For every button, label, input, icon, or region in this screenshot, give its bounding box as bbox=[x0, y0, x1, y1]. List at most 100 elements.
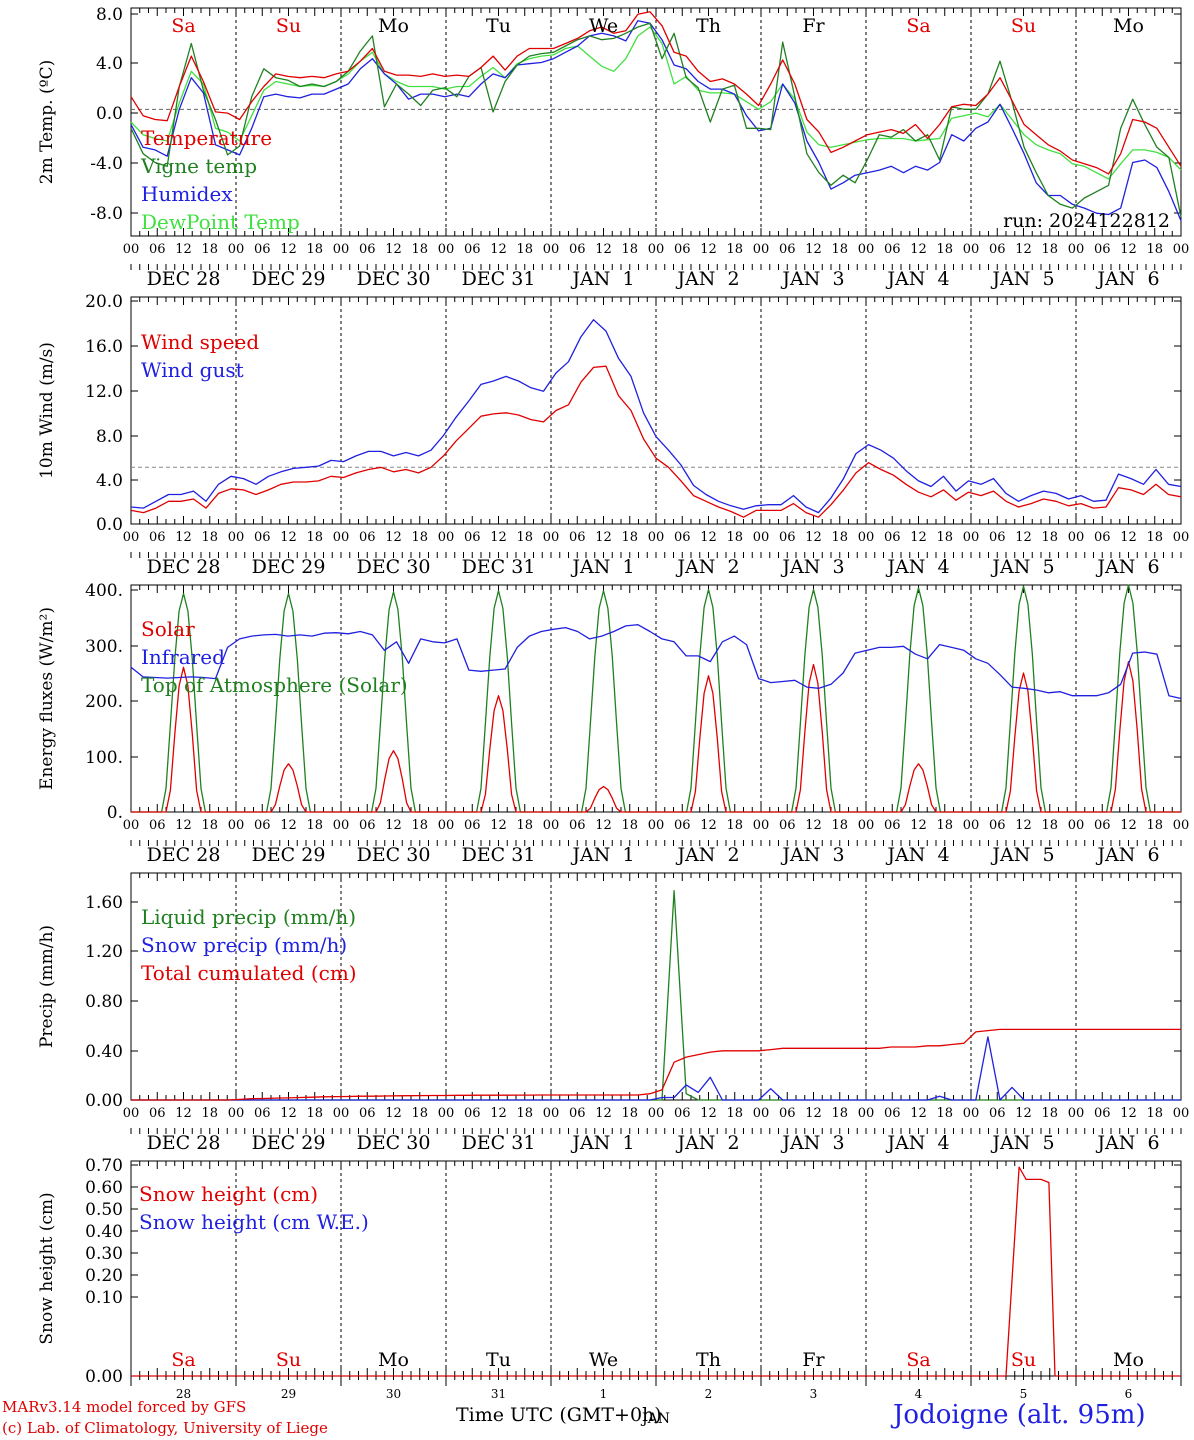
series-line-solar bbox=[131, 660, 1181, 813]
day-number-label: 6 bbox=[1125, 1387, 1133, 1401]
hour-label: 06 bbox=[1094, 242, 1111, 257]
hour-label: 06 bbox=[884, 530, 901, 545]
weekday-label: Mo bbox=[1113, 15, 1144, 37]
hour-label: 12 bbox=[1015, 242, 1032, 257]
day-date-label: DEC 28 bbox=[147, 556, 221, 578]
hour-label: 06 bbox=[989, 530, 1006, 545]
y-tick-label: 0.0 bbox=[96, 515, 123, 535]
hour-label: 18 bbox=[726, 818, 743, 833]
weekday-label: Su bbox=[276, 1349, 301, 1371]
day-date-label: DEC 29 bbox=[252, 556, 326, 578]
time-axis-label: Time UTC (GMT+0h) bbox=[456, 1404, 662, 1426]
day-date-label: DEC 30 bbox=[357, 268, 431, 290]
day-date-label: DEC 29 bbox=[252, 844, 326, 866]
series-line-wind-speed bbox=[130, 365, 1182, 518]
hour-label: 06 bbox=[779, 242, 796, 257]
day-number-label: 1 bbox=[600, 1387, 608, 1401]
day-date-label: DEC 29 bbox=[252, 1132, 326, 1154]
day-date-label: JAN 5 bbox=[990, 268, 1054, 290]
series-line-temperature bbox=[130, 11, 1182, 175]
hour-label: 00 bbox=[858, 530, 875, 545]
weekday-label: Sa bbox=[906, 15, 930, 37]
weekday-label: Tu bbox=[486, 1349, 511, 1371]
hour-label: 00 bbox=[543, 1106, 560, 1121]
weekday-label: We bbox=[589, 15, 618, 37]
hour-label: 06 bbox=[254, 1106, 271, 1121]
hour-label: 12 bbox=[910, 1106, 927, 1121]
day-date-label: JAN 4 bbox=[885, 268, 949, 290]
hour-label: 06 bbox=[254, 242, 271, 257]
hour-label: 06 bbox=[464, 1106, 481, 1121]
day-date-label: DEC 31 bbox=[462, 1132, 536, 1154]
hour-label: 12 bbox=[910, 530, 927, 545]
hour-label: 12 bbox=[280, 818, 297, 833]
y-axis-label: Snow height (cm) bbox=[37, 1192, 57, 1344]
series-line-humidex bbox=[130, 20, 1182, 222]
day-date-label: JAN 5 bbox=[990, 1132, 1054, 1154]
hour-label: 00 bbox=[438, 242, 455, 257]
day-number-label: 31 bbox=[491, 1387, 506, 1401]
hour-label: 12 bbox=[385, 530, 402, 545]
hour-label: 00 bbox=[648, 242, 665, 257]
copyright-credit: (c) Lab. of Climatology, University of L… bbox=[2, 1419, 328, 1437]
hour-label: 06 bbox=[989, 1106, 1006, 1121]
hour-label: 12 bbox=[595, 530, 612, 545]
y-tick-label: 100. bbox=[85, 748, 123, 768]
hour-label: 06 bbox=[359, 530, 376, 545]
hour-label: 18 bbox=[831, 242, 848, 257]
hour-label: 00 bbox=[228, 530, 245, 545]
y-tick-label: 0.60 bbox=[85, 1178, 123, 1198]
y-tick-label: 4.0 bbox=[96, 471, 123, 491]
weekday-label: Fr bbox=[802, 15, 825, 37]
hour-label: 06 bbox=[569, 242, 586, 257]
day-date-label: JAN 2 bbox=[675, 844, 739, 866]
hour-label: 00 bbox=[753, 242, 770, 257]
legend-humidex: Humidex bbox=[141, 182, 233, 206]
day-date-label: JAN 1 bbox=[570, 844, 634, 866]
hour-label: 18 bbox=[726, 530, 743, 545]
legend-wind-speed: Wind speed bbox=[141, 330, 259, 354]
series-line-total-cumulated-cm- bbox=[131, 1028, 1181, 1101]
weekday-label: Su bbox=[1011, 15, 1036, 37]
hour-label: 06 bbox=[674, 1106, 691, 1121]
y-axis-label: Precip (mm/h) bbox=[37, 925, 57, 1048]
day-date-label: JAN 6 bbox=[1095, 844, 1159, 866]
y-tick-label: 0.50 bbox=[85, 1200, 123, 1220]
hour-label: 00 bbox=[333, 530, 350, 545]
hour-label: 18 bbox=[621, 242, 638, 257]
hour-label: 00 bbox=[1173, 1106, 1190, 1121]
day-date-label: DEC 31 bbox=[462, 268, 536, 290]
hour-label: 06 bbox=[674, 818, 691, 833]
hour-label: 00 bbox=[1068, 818, 1085, 833]
day-date-label: DEC 30 bbox=[357, 844, 431, 866]
hour-label: 00 bbox=[1068, 1106, 1085, 1121]
hour-label: 12 bbox=[805, 818, 822, 833]
day-date-label: JAN 5 bbox=[990, 844, 1054, 866]
day-date-label: JAN 1 bbox=[570, 268, 634, 290]
hour-label: 00 bbox=[438, 818, 455, 833]
hour-label: 00 bbox=[543, 530, 560, 545]
hour-label: 18 bbox=[201, 1106, 218, 1121]
hour-label: 00 bbox=[648, 530, 665, 545]
hour-label: 00 bbox=[1173, 818, 1190, 833]
day-date-label: JAN 4 bbox=[885, 844, 949, 866]
y-tick-label: 12.0 bbox=[85, 382, 123, 402]
hour-label: 12 bbox=[910, 818, 927, 833]
hour-label: 12 bbox=[175, 1106, 192, 1121]
hour-label: 12 bbox=[805, 530, 822, 545]
weekday-label: Sa bbox=[906, 1349, 930, 1371]
hour-label: 06 bbox=[254, 818, 271, 833]
hour-label: 00 bbox=[333, 818, 350, 833]
hour-label: 00 bbox=[1068, 242, 1085, 257]
panel-5 bbox=[130, 1160, 1182, 1377]
day-date-label: DEC 30 bbox=[357, 556, 431, 578]
hour-label: 12 bbox=[1120, 242, 1137, 257]
hour-label: 18 bbox=[201, 818, 218, 833]
legend-top-of-atmosphere-solar-: Top of Atmosphere (Solar) bbox=[141, 673, 408, 697]
y-tick-label: 0.0 bbox=[96, 104, 123, 124]
hour-label: 18 bbox=[621, 530, 638, 545]
weekday-label: Sa bbox=[171, 15, 195, 37]
day-date-label: JAN 3 bbox=[780, 556, 844, 578]
day-number-label: 4 bbox=[915, 1387, 923, 1401]
y-axis-label: 2m Temp. (ºC) bbox=[37, 60, 57, 185]
